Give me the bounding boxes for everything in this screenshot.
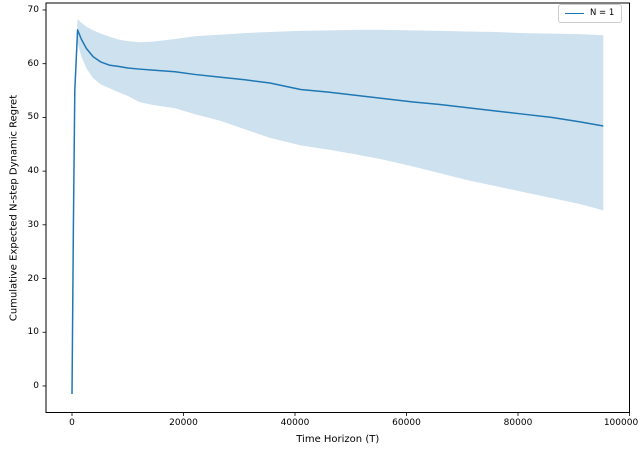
x-axis-title: Time Horizon (T) [296, 434, 380, 445]
x-tick-label: 20000 [169, 417, 198, 428]
y-tick-label: 70 [27, 4, 39, 15]
y-tick-label: 30 [27, 219, 39, 230]
y-tick-label: 50 [27, 112, 39, 123]
y-tick-label: 10 [27, 327, 39, 338]
axes-spines [45, 2, 630, 413]
confidence-band [72, 19, 604, 396]
x-tick-label: 0 [69, 417, 75, 428]
x-tick-label: 60000 [392, 417, 421, 428]
y-axis-title: Cumulative Expected N-step Dynamic Regre… [8, 94, 20, 322]
x-tick-label: 100000 [603, 417, 639, 428]
x-tick-label: 80000 [503, 417, 533, 428]
y-tick-label: 40 [27, 166, 39, 177]
legend-line-sample-icon [565, 13, 584, 14]
x-tick-label: 40000 [280, 417, 310, 428]
legend: N = 1 [558, 4, 623, 23]
mean-regret-line [71, 29, 604, 395]
legend-entry-label: N = 1 [590, 8, 615, 18]
y-tick-label: 60 [27, 58, 39, 69]
y-tick-label: 0 [33, 380, 39, 391]
y-tick-label: 20 [27, 273, 39, 284]
